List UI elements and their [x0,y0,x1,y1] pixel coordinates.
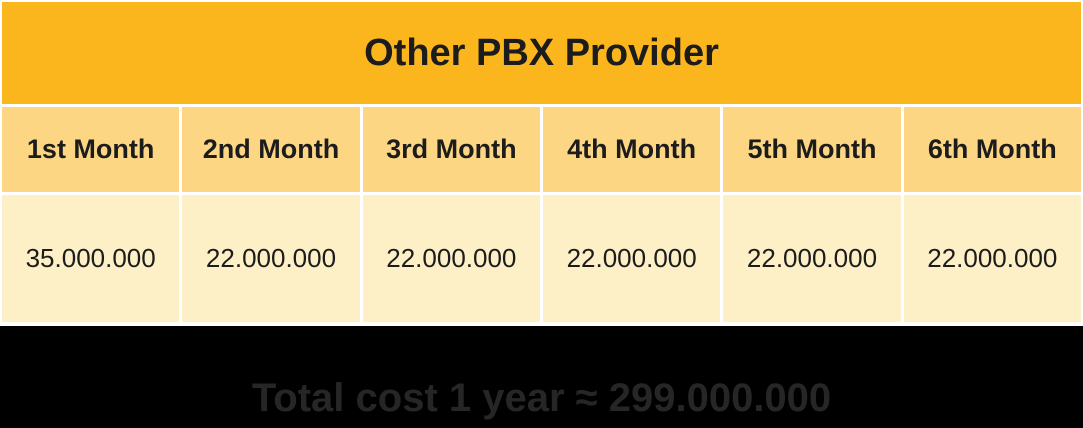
month-header-6: 6th Month [903,107,1081,192]
month-header-2: 2nd Month [182,107,360,192]
month-header-5: 5th Month [723,107,901,192]
month-value-5: 22.000.000 [723,195,901,322]
month-header-4: 4th Month [542,107,721,192]
month-value-6: 22.000.000 [903,195,1081,322]
month-header-1: 1st Month [2,107,180,192]
total-cost-text: Total cost 1 year ≈ 299.000.000 [251,376,832,420]
month-value-2: 22.000.000 [182,195,360,322]
month-header-row: 1st Month 2nd Month 3rd Month 4th Month … [2,107,1081,192]
pricing-table: Other PBX Provider 1st Month 2nd Month 3… [0,0,1083,326]
month-value-row: 35.000.000 22.000.000 22.000.000 22.000.… [2,195,1081,322]
month-header-3: 3rd Month [362,107,540,192]
month-value-4: 22.000.000 [542,195,721,322]
table-title: Other PBX Provider [2,2,1081,104]
month-value-1: 35.000.000 [2,195,180,322]
month-value-3: 22.000.000 [362,195,540,322]
